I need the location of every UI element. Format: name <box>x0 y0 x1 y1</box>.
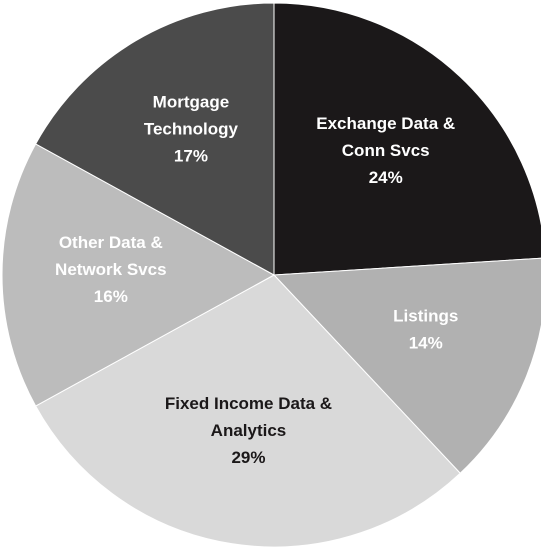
pie-slice <box>34 274 461 548</box>
pie-slice <box>272 257 541 474</box>
label-line: Analytics <box>211 421 287 440</box>
pie-slice <box>273 2 541 276</box>
value-label: 14% <box>409 334 443 353</box>
value-label: 16% <box>94 287 128 306</box>
value-label: 17% <box>174 147 208 166</box>
slice-label: Exchange Data & Conn Svcs <box>316 114 455 160</box>
pie-slice <box>34 2 275 276</box>
label-line: Listings <box>393 307 458 326</box>
slice-label: Mortgage Technology <box>144 93 239 139</box>
label-line: Mortgage <box>153 93 230 112</box>
label-line: Fixed Income Data & <box>165 394 332 413</box>
pie-slice <box>1 143 276 407</box>
value-label: 24% <box>369 168 403 187</box>
slice-label: Other Data & Network Svcs <box>55 233 167 279</box>
label-line: Conn Svcs <box>342 141 430 160</box>
value-label: 29% <box>231 448 265 467</box>
label-line: Technology <box>144 120 239 139</box>
slice-label: Listings <box>393 307 458 326</box>
label-line: Network Svcs <box>55 260 167 279</box>
slice-label: Fixed Income Data & Analytics <box>165 394 332 440</box>
label-line: Other Data & <box>59 233 163 252</box>
label-line: Exchange Data & <box>316 114 455 133</box>
